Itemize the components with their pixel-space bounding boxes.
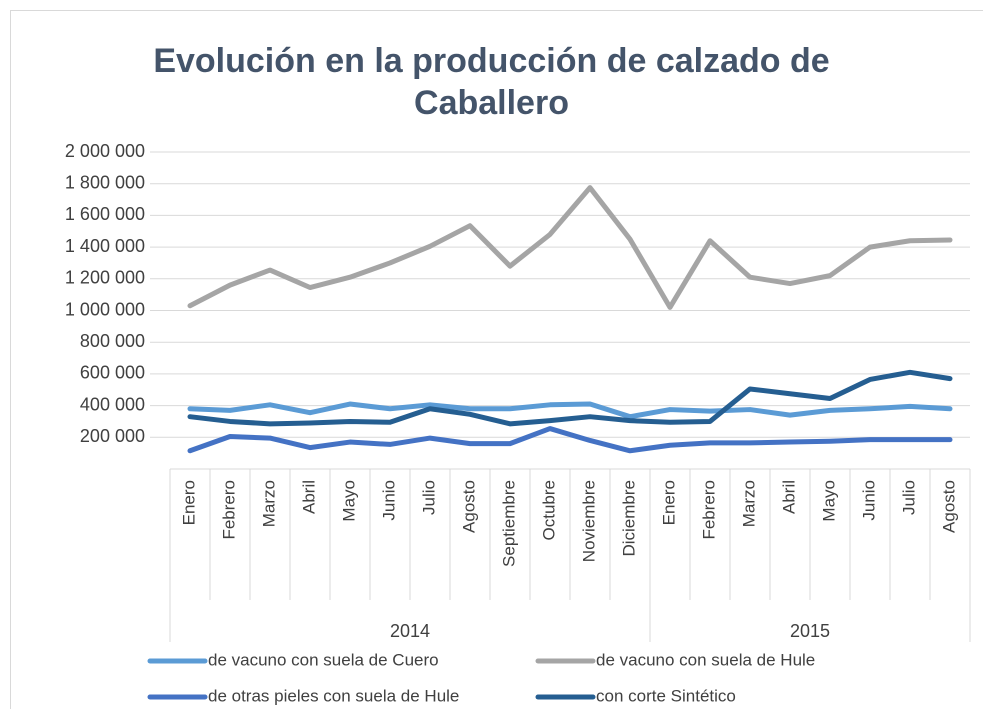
x-tick-label: Julio: [899, 480, 918, 515]
y-tick-label: 1 200 000: [65, 268, 145, 288]
series-line: [187, 426, 953, 454]
x-tick-label: Abril: [299, 480, 318, 514]
legend-label: de otras pieles con suela de Hule: [208, 686, 459, 705]
y-tick-label: 1 400 000: [65, 236, 145, 256]
y-tick-label: 1 800 000: [65, 172, 145, 192]
y-tick-label: 400 000: [80, 394, 145, 414]
x-tick-label: Abril: [779, 480, 798, 514]
x-tick-label: Julio: [419, 480, 438, 515]
x-tick-label: Junio: [379, 480, 398, 521]
x-tick-label: Mayo: [819, 480, 838, 522]
x-tick-label: Septiembre: [499, 480, 518, 567]
group-label: 2014: [390, 621, 430, 641]
y-tick-label: 1 600 000: [65, 204, 145, 224]
x-tick-label: Agosto: [459, 480, 478, 533]
x-tick-label: Diciembre: [619, 480, 638, 557]
legend-label: con corte Sintético: [596, 686, 736, 705]
x-tick-label: Mayo: [339, 480, 358, 522]
x-tick-label: Enero: [659, 480, 678, 525]
x-tick-label: Agosto: [939, 480, 958, 533]
y-tick-label: 800 000: [80, 331, 145, 351]
x-tick-label: Noviembre: [579, 480, 598, 562]
x-tick-label: Enero: [179, 480, 198, 525]
group-label: 2015: [790, 621, 830, 641]
chart-title: Evolución en la producción de calzado de…: [153, 42, 830, 122]
y-tick-label: 200 000: [80, 426, 145, 446]
y-tick-label: 1 000 000: [65, 299, 145, 319]
x-tick-label: Junio: [859, 480, 878, 521]
series-line: [187, 401, 953, 420]
y-tick-label: 2 000 000: [65, 141, 145, 161]
chart-border: [10, 10, 983, 709]
x-tick-label: Febrero: [219, 480, 238, 540]
legend-label: de vacuno con suela de Hule: [596, 650, 815, 669]
x-tick-label: Febrero: [699, 480, 718, 540]
series-line: [187, 185, 953, 310]
x-tick-label: Octubre: [539, 480, 558, 540]
series-line: [187, 369, 953, 427]
x-tick-label: Marzo: [259, 480, 278, 527]
y-tick-label: 600 000: [80, 363, 145, 383]
x-tick-label: Marzo: [739, 480, 758, 527]
legend-label: de vacuno con suela de Cuero: [208, 650, 439, 669]
